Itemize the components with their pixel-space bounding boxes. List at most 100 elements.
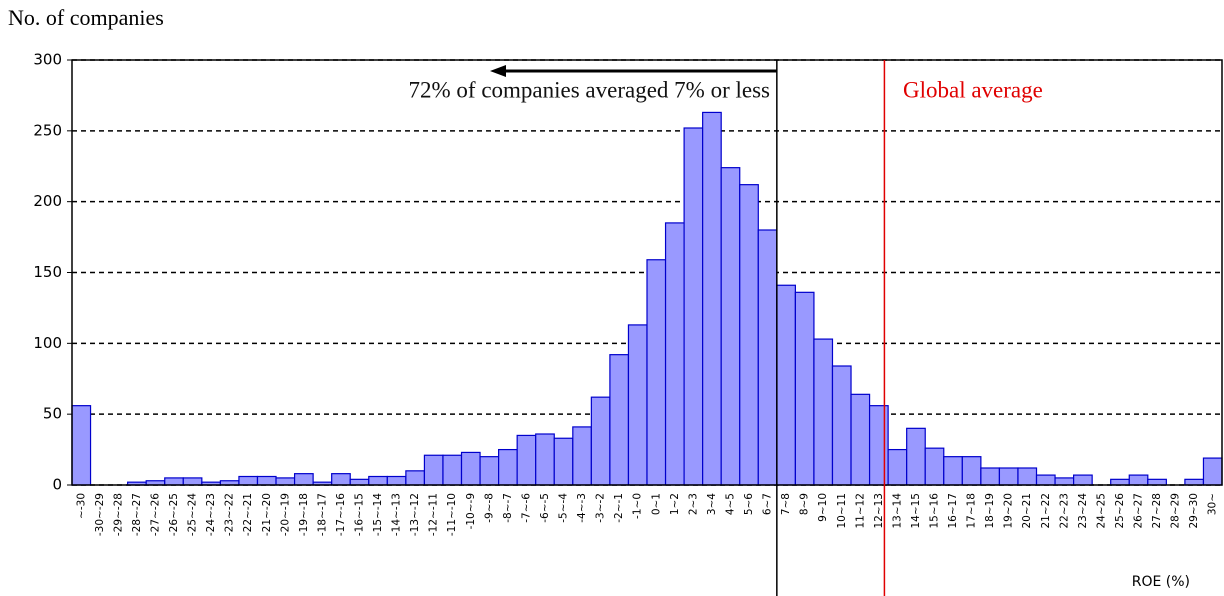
x-axis-label: ROE (%) bbox=[1132, 574, 1190, 590]
bar bbox=[238, 475, 259, 486]
bar bbox=[887, 448, 908, 486]
bar bbox=[71, 405, 92, 486]
x-tick-label: 14~15 bbox=[910, 493, 922, 529]
bar bbox=[275, 477, 296, 486]
bar bbox=[590, 396, 611, 486]
x-tick-label: -3~-2 bbox=[595, 493, 607, 523]
x-tick-label: 6~7 bbox=[762, 493, 774, 515]
x-tick-label: 8~9 bbox=[799, 493, 811, 515]
x-tick-label: -25~-24 bbox=[187, 493, 199, 536]
bar bbox=[1073, 474, 1093, 486]
x-tick-label: -4~-3 bbox=[576, 493, 588, 523]
bar bbox=[349, 478, 370, 486]
x-tick-label: 21~22 bbox=[1040, 493, 1052, 529]
annotation: 72% of companies averaged 7% or less bbox=[409, 77, 771, 102]
bar bbox=[572, 426, 592, 486]
bar bbox=[627, 324, 648, 486]
bar bbox=[831, 365, 852, 486]
x-tick-label: 13~14 bbox=[891, 493, 903, 529]
x-tick-label: -8~-7 bbox=[502, 493, 514, 523]
x-tick-label: -24~-23 bbox=[205, 493, 217, 536]
x-tick-label: 11~12 bbox=[854, 493, 866, 529]
x-tick-label: 4~5 bbox=[724, 493, 736, 515]
annotation: Global average bbox=[903, 77, 1043, 102]
x-tick-label: -12~-11 bbox=[428, 493, 440, 536]
x-tick-label: -28~-27 bbox=[131, 493, 143, 536]
bar bbox=[164, 477, 184, 486]
y-tick-label: 0 bbox=[52, 476, 62, 494]
bar bbox=[850, 393, 871, 486]
y-axis-label: No. of companies bbox=[8, 5, 164, 30]
x-tick-label: 24~25 bbox=[1095, 493, 1107, 529]
bar bbox=[498, 448, 518, 486]
x-tick-label: -22~-21 bbox=[242, 493, 254, 536]
x-tick-label: -5~-4 bbox=[558, 493, 570, 523]
x-tick-label: 15~16 bbox=[929, 493, 941, 529]
x-tick-label: 30~ bbox=[1207, 493, 1219, 515]
bar bbox=[906, 427, 926, 486]
x-tick-label: 25~26 bbox=[1114, 493, 1126, 529]
x-tick-label: -18~-17 bbox=[316, 493, 328, 536]
y-tick-label: 100 bbox=[33, 334, 62, 352]
bar bbox=[646, 259, 667, 486]
x-tick-label: -20~-19 bbox=[279, 493, 291, 536]
bar bbox=[609, 354, 630, 486]
x-tick-label: 27~28 bbox=[1151, 493, 1163, 529]
x-tick-label: 5~6 bbox=[743, 493, 755, 515]
bar bbox=[1202, 457, 1223, 486]
bar bbox=[535, 433, 555, 486]
x-tick-label: 29~30 bbox=[1188, 493, 1200, 529]
x-tick-label: -1~0 bbox=[632, 493, 644, 519]
bar bbox=[386, 475, 407, 486]
x-tick-label: 7~8 bbox=[780, 493, 792, 515]
x-tick-label: -15~-14 bbox=[372, 493, 384, 536]
x-tick-label: -21~-20 bbox=[261, 493, 273, 536]
bar bbox=[794, 291, 815, 486]
bar bbox=[683, 127, 704, 486]
x-tick-label: 18~19 bbox=[984, 493, 996, 529]
bar bbox=[720, 167, 741, 486]
x-tick-label: -17~-16 bbox=[335, 493, 347, 536]
x-tick-label: 3~4 bbox=[706, 493, 718, 515]
bar bbox=[943, 456, 963, 486]
bar bbox=[1184, 478, 1205, 486]
y-tick-label: 300 bbox=[33, 51, 62, 69]
x-tick-label: 17~18 bbox=[966, 493, 978, 529]
x-tick-label: 10~11 bbox=[836, 493, 848, 529]
bar bbox=[460, 451, 481, 486]
x-tick-label: 12~13 bbox=[873, 493, 885, 529]
bar bbox=[442, 454, 463, 486]
bar bbox=[757, 229, 778, 486]
bar bbox=[1054, 477, 1075, 486]
bar bbox=[293, 473, 314, 486]
x-tick-label: 19~20 bbox=[1003, 493, 1015, 529]
x-tick-label: -29~-28 bbox=[112, 493, 124, 536]
bar bbox=[776, 284, 796, 486]
bar bbox=[516, 434, 537, 486]
bar bbox=[813, 338, 834, 486]
bar bbox=[998, 467, 1019, 486]
bar bbox=[739, 184, 759, 486]
bar bbox=[331, 473, 351, 486]
bar bbox=[961, 456, 982, 486]
x-tick-label: -30~-29 bbox=[94, 493, 106, 536]
y-tick-label: 150 bbox=[33, 263, 62, 281]
x-tick-label: 9~10 bbox=[817, 493, 829, 522]
bar bbox=[1035, 474, 1056, 486]
bar bbox=[368, 475, 388, 486]
x-tick-label: 22~23 bbox=[1058, 493, 1070, 529]
bar bbox=[1110, 478, 1130, 486]
x-tick-label: 28~29 bbox=[1170, 493, 1182, 529]
x-tick-label: -13~-12 bbox=[409, 493, 421, 536]
x-tick-label: -16~-15 bbox=[354, 493, 366, 536]
x-tick-label: 16~17 bbox=[947, 493, 959, 529]
x-tick-label: -19~-18 bbox=[298, 493, 310, 536]
bar bbox=[924, 447, 945, 486]
x-tick-label: 23~24 bbox=[1077, 493, 1089, 529]
arrow-head bbox=[490, 65, 506, 77]
x-tick-label: -2~-1 bbox=[613, 493, 625, 523]
x-tick-label: 1~2 bbox=[669, 493, 681, 515]
x-tick-label: 20~21 bbox=[1021, 493, 1033, 529]
x-tick-label: -7~-6 bbox=[520, 493, 532, 523]
